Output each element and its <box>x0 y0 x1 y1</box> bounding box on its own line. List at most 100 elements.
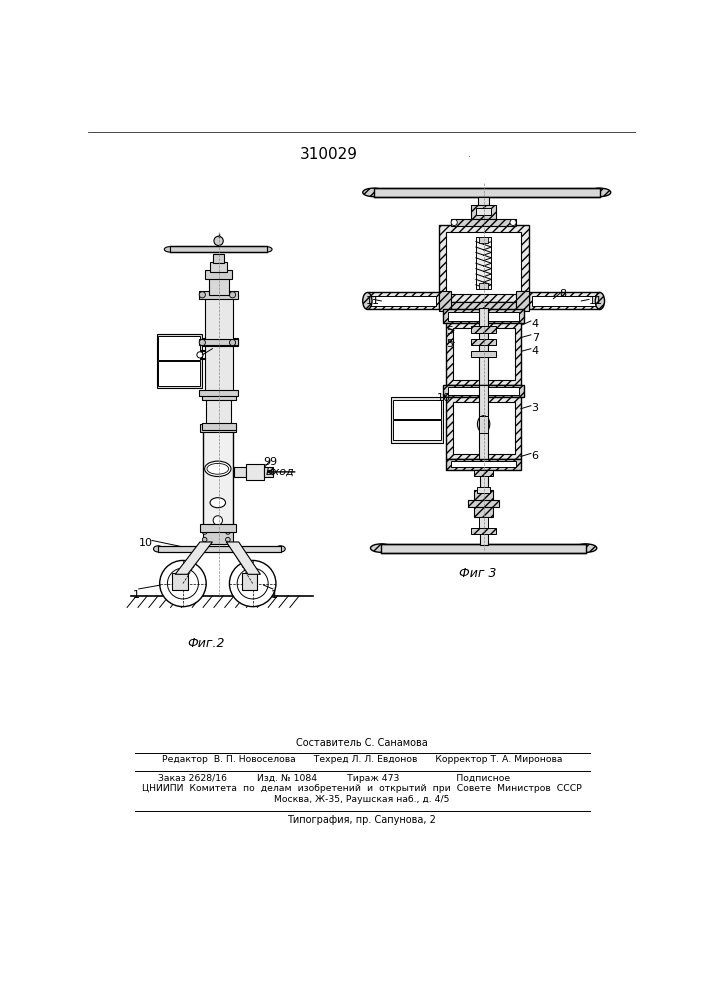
Text: 8: 8 <box>559 289 567 299</box>
Ellipse shape <box>589 188 611 197</box>
Bar <box>247 464 264 480</box>
Bar <box>476 208 491 215</box>
Text: 5: 5 <box>446 339 453 349</box>
Bar <box>242 573 257 590</box>
Text: Заказ 2628/16          Изд. № 1084          Тираж 473                   Подписно: Заказ 2628/16 Изд. № 1084 Тираж 473 Подп… <box>158 774 510 783</box>
Bar <box>529 292 600 309</box>
Ellipse shape <box>164 247 175 252</box>
Ellipse shape <box>204 461 231 477</box>
Bar <box>373 188 600 197</box>
Circle shape <box>237 568 268 599</box>
Circle shape <box>226 537 230 542</box>
Bar <box>393 400 441 419</box>
Bar <box>200 524 235 532</box>
Bar <box>472 528 496 534</box>
Circle shape <box>197 352 203 358</box>
Bar <box>451 461 516 467</box>
Text: 7: 7 <box>532 333 539 343</box>
Ellipse shape <box>153 546 163 552</box>
Bar <box>203 528 233 544</box>
Bar <box>213 254 224 263</box>
Circle shape <box>451 219 457 225</box>
Circle shape <box>230 560 276 607</box>
Ellipse shape <box>363 188 385 197</box>
Text: 310029: 310029 <box>300 147 358 162</box>
Bar <box>478 197 489 219</box>
Bar <box>200 424 235 432</box>
Bar <box>532 296 597 306</box>
Circle shape <box>213 516 223 525</box>
Bar <box>204 296 233 342</box>
Bar <box>203 428 233 527</box>
Circle shape <box>202 530 207 534</box>
Bar <box>172 573 187 590</box>
Text: 10: 10 <box>437 393 451 403</box>
Ellipse shape <box>477 416 490 433</box>
Polygon shape <box>226 542 260 574</box>
Bar <box>370 296 436 306</box>
Circle shape <box>230 339 235 345</box>
Ellipse shape <box>207 463 228 474</box>
Ellipse shape <box>210 498 226 508</box>
Bar <box>472 205 496 219</box>
Bar <box>446 397 521 459</box>
Circle shape <box>214 236 223 246</box>
Polygon shape <box>175 542 212 574</box>
Bar <box>479 517 489 531</box>
Bar <box>446 323 521 385</box>
Bar <box>472 339 496 345</box>
Bar <box>476 237 491 289</box>
Circle shape <box>202 537 207 542</box>
Text: ЦНИИПИ  Комитета  по  делам  изобретений  и  открытий  при  Совете  Министров  С: ЦНИИПИ Комитета по делам изобретений и о… <box>142 784 582 793</box>
Circle shape <box>199 339 206 345</box>
Bar <box>474 490 493 502</box>
Bar <box>516 291 529 311</box>
Bar <box>391 397 443 443</box>
Bar <box>451 302 516 309</box>
Bar <box>479 416 489 433</box>
Ellipse shape <box>370 544 392 552</box>
Circle shape <box>199 339 206 346</box>
Circle shape <box>510 219 516 225</box>
Text: 1: 1 <box>132 590 139 600</box>
Text: 4: 4 <box>532 346 539 356</box>
Bar <box>448 312 519 321</box>
Bar <box>474 219 493 225</box>
Bar <box>368 292 438 309</box>
Ellipse shape <box>575 544 597 552</box>
Text: Фиг.2: Фиг.2 <box>187 637 225 650</box>
Bar <box>479 308 489 385</box>
Bar <box>452 402 515 454</box>
Text: Фиг 3: Фиг 3 <box>459 567 496 580</box>
Bar <box>443 309 524 323</box>
Bar <box>393 420 441 440</box>
Circle shape <box>168 568 199 599</box>
Bar <box>438 225 529 302</box>
Bar <box>199 338 238 346</box>
Text: 11: 11 <box>366 296 380 306</box>
Bar <box>158 336 200 360</box>
Bar <box>446 459 521 470</box>
Bar <box>156 334 201 388</box>
Text: 9: 9 <box>269 457 276 467</box>
Text: Москва, Ж-35, Раушская наб., д. 4/5: Москва, Ж-35, Раушская наб., д. 4/5 <box>274 795 450 804</box>
Bar <box>158 361 200 386</box>
Ellipse shape <box>261 247 272 252</box>
Bar <box>452 328 515 380</box>
Bar <box>438 291 451 311</box>
Bar <box>468 500 499 507</box>
Bar <box>210 262 227 272</box>
Circle shape <box>199 292 206 298</box>
Text: .: . <box>467 150 469 159</box>
Circle shape <box>230 339 235 346</box>
Ellipse shape <box>363 292 372 309</box>
Bar <box>448 387 519 395</box>
Circle shape <box>226 530 230 534</box>
Bar <box>206 270 232 279</box>
Bar <box>201 423 235 430</box>
Bar <box>446 232 521 294</box>
Bar <box>472 351 496 357</box>
Bar <box>209 278 228 295</box>
Circle shape <box>230 292 235 298</box>
Text: 9: 9 <box>264 457 271 467</box>
